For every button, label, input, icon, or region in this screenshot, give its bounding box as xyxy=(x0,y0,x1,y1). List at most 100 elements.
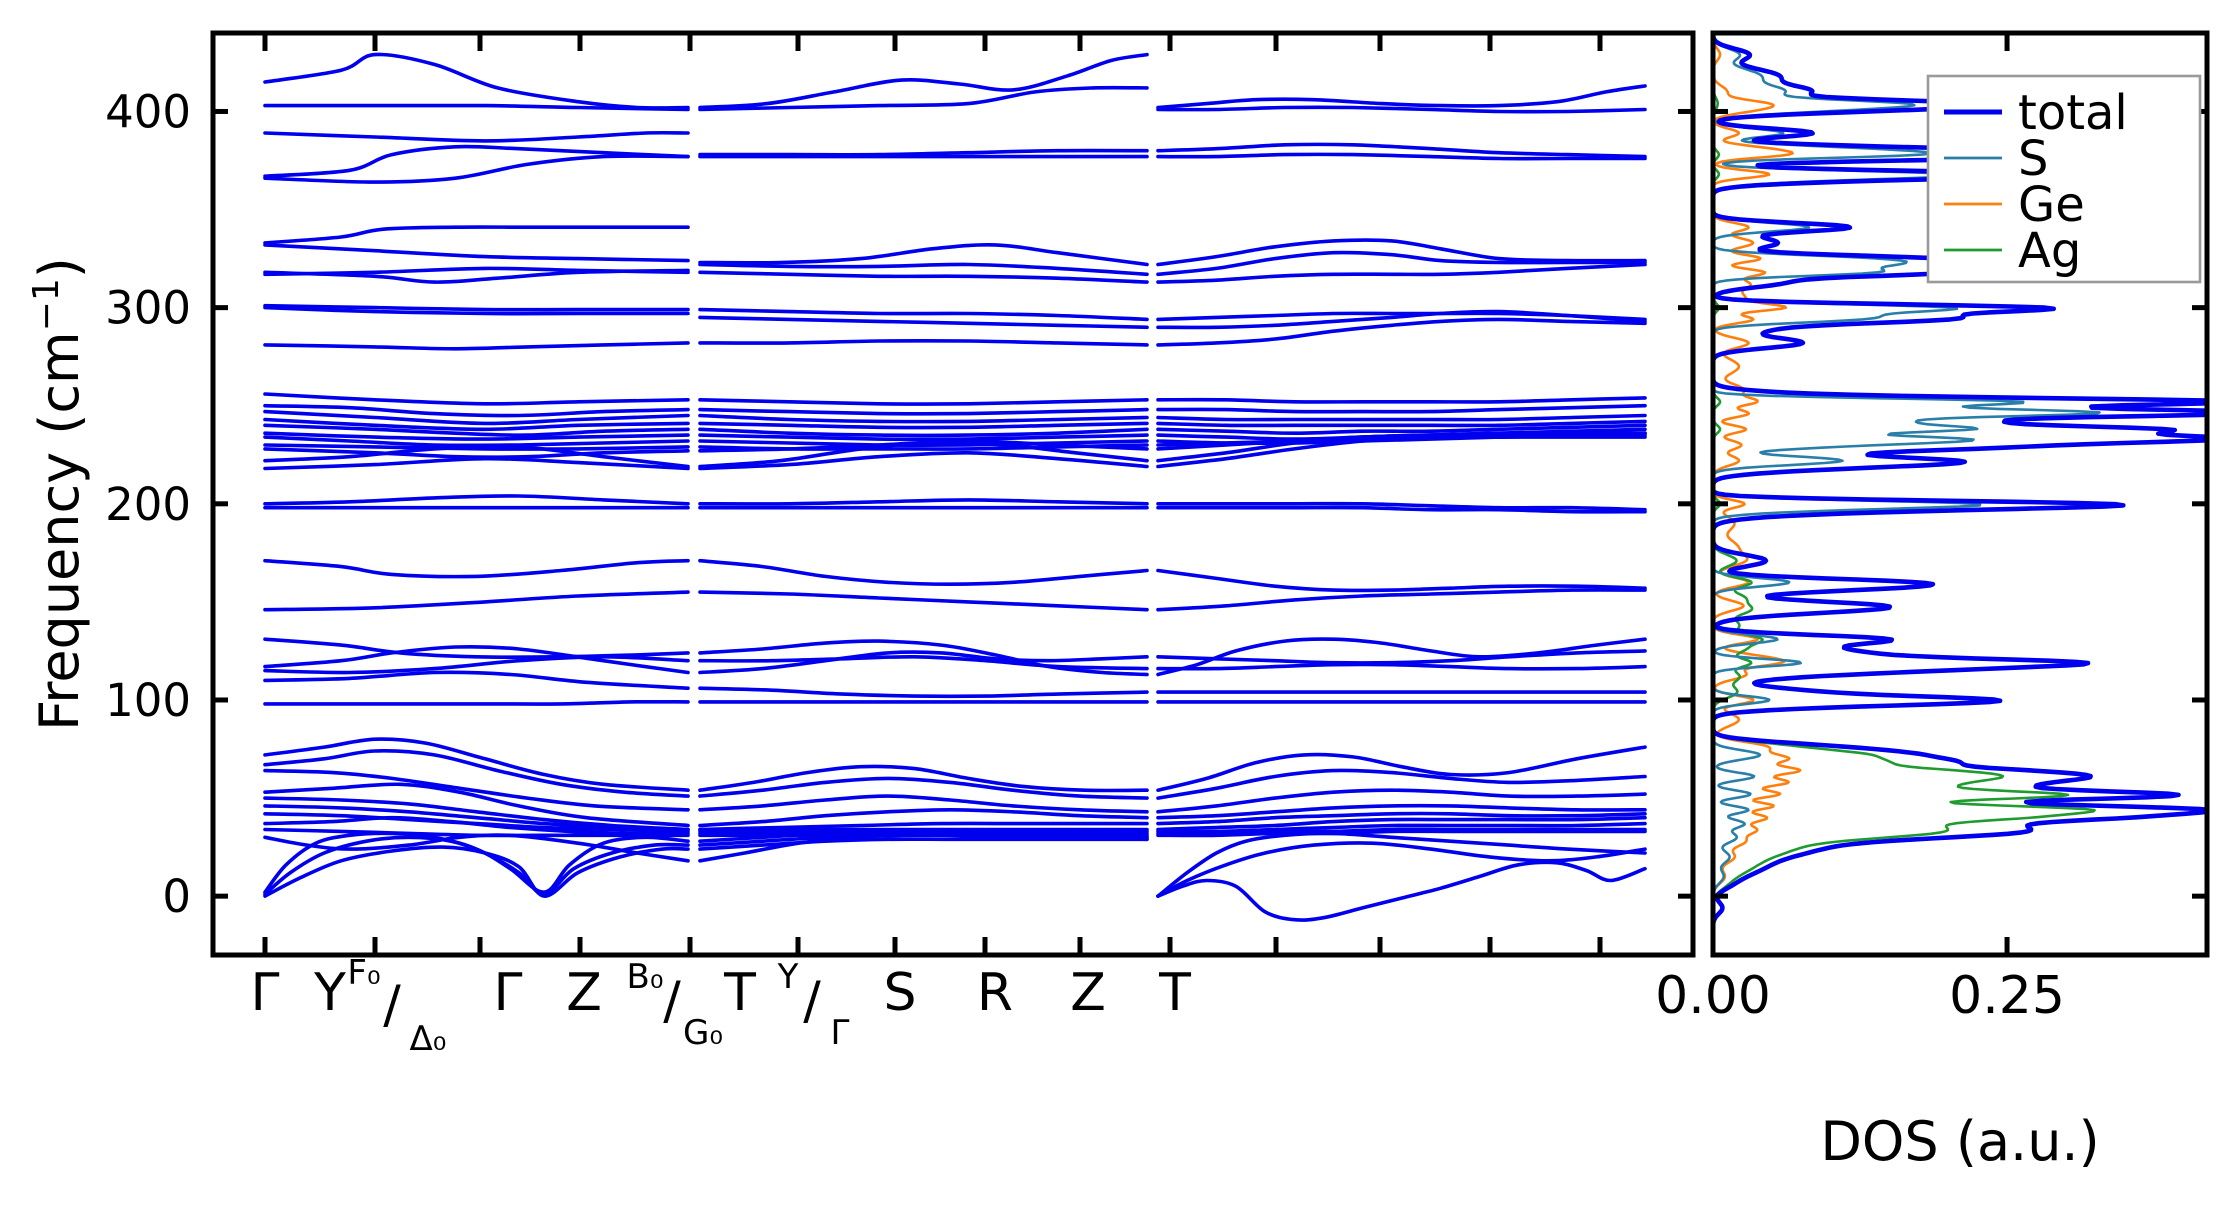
band-curve xyxy=(263,815,690,836)
band-curve xyxy=(263,845,690,898)
band-curve xyxy=(1156,821,1647,834)
band-curve xyxy=(1156,501,1647,512)
band-curve xyxy=(263,392,690,406)
band-curve xyxy=(698,148,1149,157)
band-curve xyxy=(698,833,1149,847)
band-curve xyxy=(263,144,690,178)
x-tick-label: Y/Γ xyxy=(777,957,850,1053)
band-curve xyxy=(698,307,1149,322)
band-curve xyxy=(698,85,1149,112)
band-curve xyxy=(263,699,690,706)
band-curve xyxy=(698,794,1149,814)
band-curve xyxy=(698,52,1149,110)
x-tick-label: Γ xyxy=(494,963,523,1023)
dos-x-ticks: 0.00 0.25 xyxy=(1655,33,2065,1026)
band-curve xyxy=(1156,841,1647,898)
band-curve xyxy=(1156,262,1647,284)
band-curve xyxy=(263,409,690,426)
band-curve xyxy=(263,243,690,263)
band-curve xyxy=(263,417,690,432)
band-curve xyxy=(1156,662,1647,671)
band-curve xyxy=(698,440,1149,469)
band-curve xyxy=(698,650,1149,675)
band-curve xyxy=(1156,827,1647,836)
x-label-sup: Y xyxy=(777,957,799,997)
band-curve xyxy=(1156,84,1647,110)
band-curve xyxy=(698,421,1149,430)
band-curve xyxy=(698,776,1149,800)
band-curve xyxy=(698,764,1149,793)
band-curve xyxy=(1156,745,1647,792)
band-curve xyxy=(263,494,690,506)
dos-axes-frame xyxy=(1710,30,2210,958)
band-curve xyxy=(698,450,1149,471)
x-label-main: T xyxy=(723,963,756,1023)
band-curve xyxy=(263,670,690,690)
band-curve xyxy=(1156,649,1647,665)
x-tick-label: Z xyxy=(566,963,602,1023)
band-curve xyxy=(1156,815,1647,832)
band-curve xyxy=(698,407,1149,416)
band-curve xyxy=(698,262,1149,277)
band-curve xyxy=(698,590,1149,612)
x-label-slash: / xyxy=(663,971,681,1031)
band-curve xyxy=(263,644,690,675)
band-curve xyxy=(698,439,1149,448)
x-tick-label: Γ xyxy=(251,963,280,1023)
y-tick-label: 300 xyxy=(105,282,191,335)
band-curve xyxy=(263,103,690,112)
band-curve xyxy=(698,338,1149,347)
band-curve xyxy=(263,444,690,469)
band-curve xyxy=(1156,250,1647,277)
x-tick-label: Z xyxy=(1070,963,1106,1023)
band-curve xyxy=(1156,768,1647,800)
band-curve xyxy=(263,456,690,471)
band-curve xyxy=(1156,309,1647,330)
band-curve xyxy=(263,443,690,451)
band-curve xyxy=(1156,829,1647,838)
band-curve xyxy=(1156,588,1647,612)
x-axis-ticks xyxy=(262,33,1603,955)
band-curve xyxy=(263,796,690,832)
band-curve xyxy=(698,398,1149,406)
y-tick-label: 200 xyxy=(105,478,191,531)
band-plot-area xyxy=(213,33,1693,955)
band-axes-frame xyxy=(210,30,1696,958)
x-label-den: G₀ xyxy=(683,1013,723,1053)
dos-x-axis-label: DOS (a.u.) xyxy=(1820,1110,2099,1173)
band-curve xyxy=(698,413,1149,424)
band-curve xyxy=(698,808,1149,828)
dos-x-tick-label: 0.25 xyxy=(1949,966,2065,1026)
legend-label-total: total xyxy=(2018,85,2128,141)
band-curve xyxy=(263,154,690,184)
band-curve xyxy=(698,498,1149,506)
band-curve xyxy=(1156,803,1647,820)
band-curve xyxy=(698,433,1149,442)
band-curve xyxy=(1156,637,1647,677)
x-label-slash: / xyxy=(383,975,401,1035)
band-curve xyxy=(263,305,690,316)
band-curve xyxy=(698,821,1149,832)
band-curve xyxy=(263,303,690,312)
band-curve xyxy=(1156,831,1647,898)
band-curve xyxy=(1156,788,1647,814)
band-curve xyxy=(698,837,1149,851)
band-curve xyxy=(698,242,1149,267)
band-curve xyxy=(263,423,690,437)
band-curve xyxy=(1156,811,1647,826)
y-axis-label-text: Frequency (cm−1) xyxy=(26,257,92,731)
band-curve xyxy=(1156,413,1647,422)
band-curve xyxy=(1156,105,1647,114)
band-curve xyxy=(698,315,1149,330)
band-curve xyxy=(1156,419,1647,428)
band-curve xyxy=(698,427,1149,438)
band-curve xyxy=(1156,317,1647,347)
x-label-sup: B₀ xyxy=(627,957,664,997)
band-curve xyxy=(1156,403,1647,414)
legend-label-ge: Ge xyxy=(2018,177,2085,233)
band-curve xyxy=(263,737,690,792)
band-structure-panel: 0 100 200 300 400 xyxy=(105,30,1696,958)
